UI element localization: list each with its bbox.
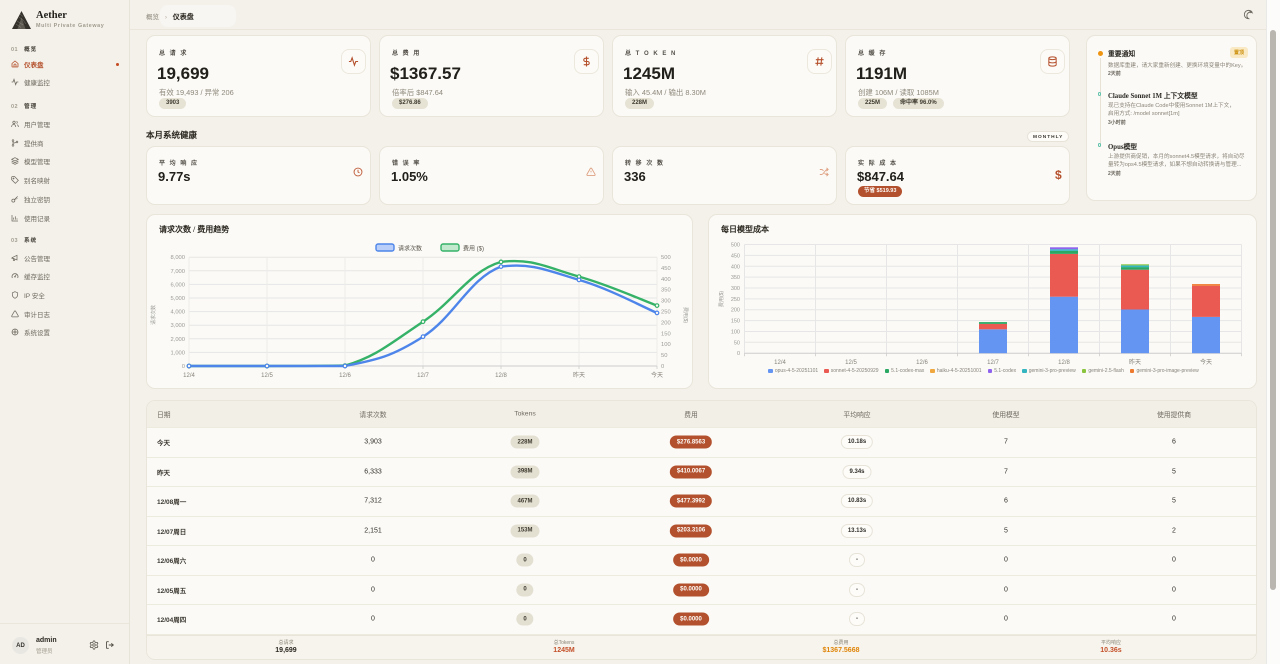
svg-text:请求次数: 请求次数 — [398, 245, 422, 253]
svg-text:450: 450 — [661, 266, 671, 272]
svg-text:6,000: 6,000 — [170, 282, 185, 288]
svg-text:12/4: 12/4 — [774, 360, 786, 366]
svg-text:50: 50 — [734, 340, 740, 346]
svg-text:4,000: 4,000 — [170, 310, 185, 316]
svg-text:1,000: 1,000 — [170, 350, 185, 356]
svg-text:3,000: 3,000 — [170, 323, 185, 329]
svg-text:0: 0 — [182, 364, 185, 370]
svg-text:费用($): 费用($) — [682, 307, 689, 323]
svg-text:200: 200 — [731, 308, 740, 314]
svg-text:今天: 今天 — [651, 371, 663, 379]
svg-text:100: 100 — [661, 342, 671, 348]
svg-text:350: 350 — [731, 275, 740, 281]
svg-text:请求次数: 请求次数 — [150, 305, 157, 325]
svg-text:450: 450 — [731, 253, 740, 259]
svg-text:400: 400 — [661, 277, 671, 283]
svg-text:12/8: 12/8 — [495, 373, 507, 379]
svg-text:12/8: 12/8 — [1058, 360, 1070, 366]
svg-text:300: 300 — [661, 299, 671, 305]
svg-text:7,000: 7,000 — [170, 269, 185, 275]
svg-text:12/6: 12/6 — [916, 360, 928, 366]
svg-text:12/6: 12/6 — [339, 373, 351, 379]
svg-text:5,000: 5,000 — [170, 296, 185, 302]
svg-text:100: 100 — [731, 330, 740, 336]
svg-text:200: 200 — [661, 320, 671, 326]
svg-text:今天: 今天 — [1200, 358, 1212, 366]
svg-text:12/7: 12/7 — [987, 360, 999, 366]
svg-text:50: 50 — [661, 353, 667, 359]
svg-text:500: 500 — [731, 243, 740, 249]
svg-text:12/5: 12/5 — [845, 360, 857, 366]
svg-text:150: 150 — [661, 331, 671, 337]
svg-text:2,000: 2,000 — [170, 337, 185, 343]
svg-text:350: 350 — [661, 288, 671, 294]
svg-text:12/7: 12/7 — [417, 373, 429, 379]
svg-text:昨天: 昨天 — [1129, 358, 1141, 366]
svg-text:150: 150 — [731, 319, 740, 325]
svg-text:昨天: 昨天 — [573, 371, 585, 379]
svg-text:500: 500 — [661, 255, 671, 261]
svg-text:12/5: 12/5 — [261, 373, 273, 379]
svg-text:费用($): 费用($) — [718, 291, 725, 307]
svg-text:费用 ($): 费用 ($) — [463, 245, 484, 253]
svg-text:300: 300 — [731, 286, 740, 292]
svg-text:0: 0 — [737, 351, 740, 357]
svg-text:12/4: 12/4 — [183, 373, 195, 379]
svg-text:250: 250 — [731, 297, 740, 303]
svg-text:0: 0 — [661, 364, 664, 370]
svg-text:400: 400 — [731, 264, 740, 270]
svg-text:250: 250 — [661, 310, 671, 316]
svg-text:8,000: 8,000 — [170, 255, 185, 261]
